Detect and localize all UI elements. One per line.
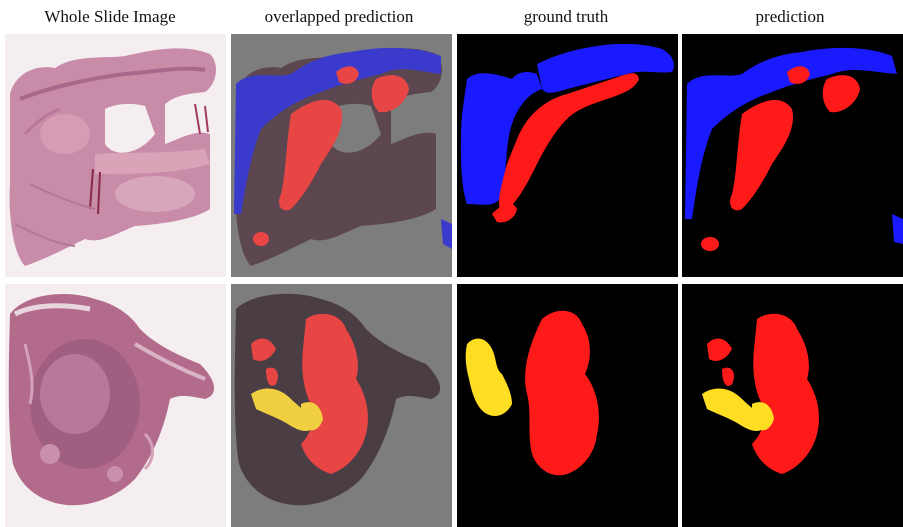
column-title-ground-truth: ground truth <box>523 7 609 26</box>
row2-ground-truth-mask <box>457 284 678 527</box>
row1-prediction-mask <box>682 34 903 277</box>
row2-overlapped-prediction <box>231 284 452 527</box>
row1-whole-slide-image <box>5 34 226 277</box>
row1-overlapped-prediction <box>231 34 452 277</box>
row2-whole-slide-image <box>5 284 226 527</box>
row2-prediction-mask <box>682 284 903 527</box>
row1-ground-truth-mask <box>457 34 678 277</box>
column-title-overlapped-prediction: overlapped prediction <box>264 7 414 26</box>
column-title-whole-slide-image: Whole Slide Image <box>44 7 176 26</box>
segmentation-figure: Whole Slide Image overlapped prediction … <box>5 7 903 527</box>
column-title-prediction: prediction <box>755 7 825 26</box>
